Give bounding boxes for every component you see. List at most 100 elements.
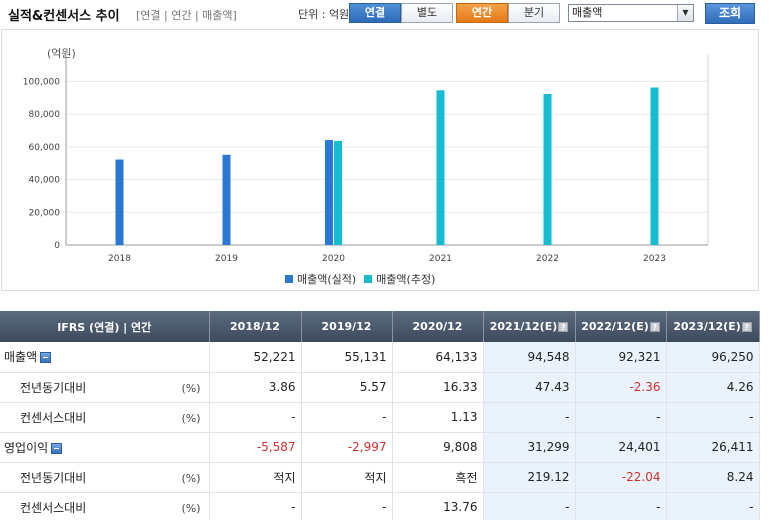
- row-label-text: 전년동기대비: [20, 380, 87, 395]
- help-icon[interactable]: ?: [649, 322, 660, 332]
- table-cell: 3.86: [209, 372, 302, 403]
- table-row: 매출액 52,221 55,131 64,133 94,548 92,321 96,250: [0, 342, 760, 373]
- table-cell: 5.57: [301, 372, 393, 403]
- table-cell: 92,321: [575, 342, 667, 373]
- table-cell: 1.13: [392, 402, 484, 433]
- bar-actual-2019: [222, 154, 231, 245]
- table-row: 영업이익 -5,587 -2,997 9,808 31,299 24,401 26,411: [0, 432, 760, 463]
- help-icon[interactable]: ?: [558, 322, 569, 332]
- chevron-down-icon[interactable]: ▼: [677, 5, 693, 21]
- table-cell: 64,133: [392, 342, 484, 373]
- header-cell-2020: 2020/12: [392, 311, 484, 342]
- row-label: 전년동기대비 (%): [0, 462, 210, 493]
- header-text-2023e: 2023/12(E): [673, 320, 741, 333]
- table-cell: -: [209, 492, 302, 520]
- chart-legend: 매출액(실적) 매출액(추정): [285, 271, 435, 287]
- table-cell: 96,250: [666, 342, 760, 373]
- bar-estimate-2022: [543, 93, 552, 245]
- table-row: 전년동기대비 (%) 3.86 5.57 16.33 47.43 -2.36 4.26: [0, 372, 760, 403]
- table-cell: -5,587: [209, 432, 302, 463]
- legend-item-actual: 매출액(실적): [285, 271, 356, 287]
- table-cell: 24,401: [575, 432, 667, 463]
- x-tick-label: 2020: [322, 254, 345, 264]
- table-cell: -: [666, 492, 760, 520]
- percent-unit: (%): [181, 501, 201, 515]
- table-cell: -22.04: [575, 462, 667, 493]
- bar-actual-2020: [325, 140, 333, 245]
- row-label: 컨센서스대비 (%): [0, 402, 210, 433]
- table-cell: 적지: [301, 462, 393, 493]
- table-cell: 55,131: [301, 342, 393, 373]
- query-button[interactable]: 조회: [705, 3, 755, 24]
- x-tick-label: 2023: [643, 254, 666, 264]
- table-cell: -: [483, 492, 576, 520]
- header-cell-2022e: 2022/12(E)?: [575, 311, 667, 342]
- y-axis-unit: (억원): [47, 47, 76, 60]
- table-cell: 16.33: [392, 372, 484, 403]
- collapse-icon[interactable]: [51, 442, 63, 454]
- legend-swatch-actual: [285, 275, 293, 283]
- header-text-2021e: 2021/12(E): [489, 320, 558, 333]
- header-cell-2019: 2019/12: [301, 311, 393, 342]
- table-cell: 13.76: [392, 492, 484, 520]
- bar-estimate-2020: [334, 140, 342, 245]
- legend-item-estimate: 매출액(추정): [364, 271, 435, 287]
- row-label: 매출액: [0, 342, 210, 373]
- table-cell: 52,221: [209, 342, 302, 373]
- table-row: 컨센서스대비 (%) - -1.13- - -: [0, 402, 760, 433]
- x-tick-label: 2018: [108, 254, 131, 264]
- table-cell: 47.43: [483, 372, 576, 403]
- table-cell: -: [575, 492, 667, 520]
- x-tick-label: 2019: [215, 254, 238, 264]
- row-label-text: 영업이익: [4, 440, 49, 455]
- table-cell: -2,997: [301, 432, 393, 463]
- financials-table: IFRS (연결) | 연간 2018/12 2019/12 2020/12 2…: [0, 311, 760, 520]
- table-header-row: IFRS (연결) | 연간 2018/12 2019/12 2020/12 2…: [0, 311, 760, 342]
- table-cell: 94,548: [483, 342, 576, 373]
- metric-select[interactable]: 매출액 ▼: [568, 4, 694, 22]
- header-cell-2021e: 2021/12(E)?: [483, 311, 576, 342]
- table-cell: -2.36: [575, 372, 667, 403]
- bar-estimate-2021: [436, 90, 445, 245]
- consolidated-button[interactable]: 연결: [349, 3, 401, 23]
- legend-swatch-estimate: [364, 275, 373, 283]
- revenue-chart: 0 20,000 40,000 60,000 80,000 100,000 2018 2019…: [23, 55, 709, 264]
- y-tick-label: 80,000: [29, 110, 61, 120]
- y-tick-label: 20,000: [29, 208, 61, 218]
- percent-unit: (%): [181, 411, 201, 425]
- row-label: 영업이익: [0, 432, 210, 463]
- table-cell: 31,299: [483, 432, 576, 463]
- separate-button[interactable]: 별도: [401, 3, 453, 23]
- legend-label-actual: 매출액(실적): [297, 273, 357, 286]
- y-tick-label: 40,000: [29, 176, 61, 186]
- table-cell: -: [209, 402, 302, 433]
- table-cell: 8.24: [666, 462, 760, 493]
- row-label-text: 컨센서스대비: [20, 500, 87, 515]
- table-row: 컨센서스대비 (%) - -13.76- - -: [0, 492, 760, 520]
- percent-unit: (%): [181, 471, 201, 485]
- legend-label-estimate: 매출액(추정): [376, 273, 436, 286]
- table-cell: -: [575, 402, 667, 433]
- section-title: 실적&컨센서스 추이: [8, 9, 120, 24]
- row-label-text: 전년동기대비: [20, 470, 87, 485]
- x-tick-label: 2022: [536, 254, 559, 264]
- bar-estimate-2023: [650, 87, 659, 245]
- header-cell-label: IFRS (연결) | 연간: [0, 311, 210, 342]
- table-cell: 26,411: [666, 432, 760, 463]
- section-subtitle: [연결 | 연간 | 매출액]: [136, 9, 237, 22]
- header-cell-2023e: 2023/12(E)?: [666, 311, 760, 342]
- y-tick-label: 100,000: [23, 77, 60, 87]
- percent-unit: (%): [181, 381, 201, 395]
- collapse-icon[interactable]: [40, 352, 52, 364]
- row-label: 전년동기대비 (%): [0, 372, 210, 403]
- annual-button[interactable]: 연간: [456, 3, 508, 23]
- table-cell: -: [483, 402, 576, 433]
- table-cell: 4.26: [666, 372, 760, 403]
- x-tick-label: 2021: [429, 254, 452, 264]
- help-icon[interactable]: ?: [741, 322, 752, 332]
- header-bar: 실적&컨센서스 추이 [연결 | 연간 | 매출액] 단위 : 억원, 배 연결…: [0, 0, 771, 28]
- quarterly-button[interactable]: 분기: [508, 3, 560, 23]
- y-tick-label: 60,000: [29, 143, 61, 153]
- chart-panel: (억원) 0 20,000 40,000 60,000 80,000 100,000 201…: [1, 29, 759, 291]
- table-row: 전년동기대비 (%) 적지 적지 흑전 219.12 -22.04 8.24: [0, 462, 760, 493]
